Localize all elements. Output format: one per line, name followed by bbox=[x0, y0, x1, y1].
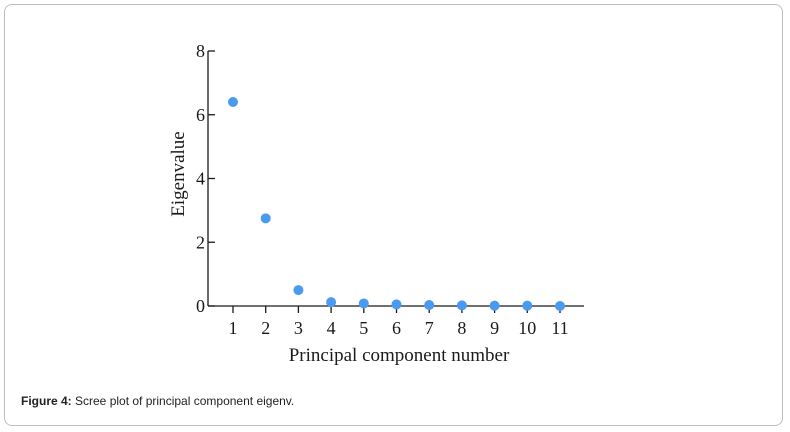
data-point-4 bbox=[326, 297, 337, 308]
data-point-6 bbox=[391, 299, 402, 310]
data-point-5 bbox=[358, 298, 369, 309]
data-point-9 bbox=[489, 300, 500, 311]
y-tick-label-8: 8 bbox=[196, 41, 205, 61]
x-tick-label-2: 2 bbox=[261, 318, 270, 338]
x-tick-label-11: 11 bbox=[551, 318, 568, 338]
x-tick-label-8: 8 bbox=[457, 318, 466, 338]
y-tick-label-2: 2 bbox=[196, 232, 205, 252]
data-point-7 bbox=[424, 300, 435, 311]
data-point-8 bbox=[456, 300, 467, 311]
data-points bbox=[228, 97, 565, 311]
x-axis: 1 2 3 4 5 6 7 8 9 10 11 bbox=[208, 305, 584, 338]
figure-card bbox=[4, 4, 783, 426]
x-tick-label-9: 9 bbox=[490, 318, 499, 338]
x-tick-label-4: 4 bbox=[327, 318, 336, 338]
y-tick-label-4: 4 bbox=[196, 169, 205, 189]
x-tick-label-5: 5 bbox=[359, 318, 368, 338]
x-tick-label-3: 3 bbox=[294, 318, 303, 338]
y-tick-label-0: 0 bbox=[196, 296, 205, 316]
caption-text: Scree plot of principal component eigenv… bbox=[71, 394, 295, 408]
data-point-11 bbox=[555, 301, 565, 311]
x-axis-label: Principal component number bbox=[289, 345, 510, 366]
x-tick-label-10: 10 bbox=[518, 318, 536, 338]
y-tick-label-6: 6 bbox=[196, 105, 205, 125]
y-axis-label: Eigenvalue bbox=[168, 131, 189, 216]
data-point-2 bbox=[260, 213, 271, 224]
x-tick-label-1: 1 bbox=[229, 318, 238, 338]
data-point-1 bbox=[228, 97, 238, 107]
figure-caption: Figure 4: Scree plot of principal compon… bbox=[21, 394, 294, 408]
caption-label: Figure 4: bbox=[21, 394, 72, 408]
data-point-10 bbox=[522, 300, 533, 311]
data-point-3 bbox=[293, 285, 304, 296]
x-tick-label-6: 6 bbox=[392, 318, 401, 338]
x-tick-label-7: 7 bbox=[425, 318, 434, 338]
y-axis: 0 2 4 6 8 bbox=[196, 41, 215, 316]
